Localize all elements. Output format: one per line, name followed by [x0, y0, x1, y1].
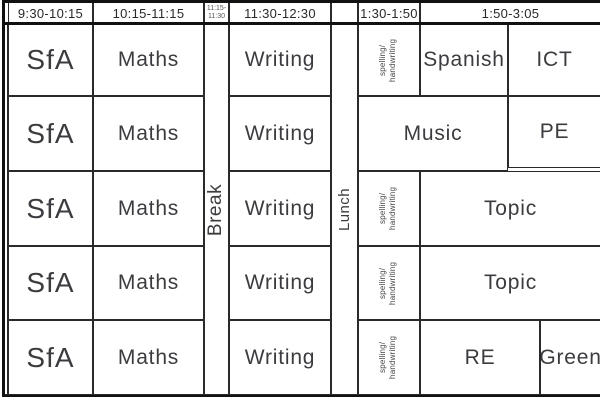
spelling-handwriting-label: spelling/ handwriting — [378, 38, 398, 82]
spelling-handwriting-label: spelling/ handwriting — [378, 186, 398, 231]
header-timeslot: 9:30-10:15 — [8, 2, 93, 24]
subject-cell-music: Music — [358, 96, 508, 171]
sfa-cell: SfA — [8, 246, 93, 320]
header-timeslot: 11:30-12:30 — [229, 2, 331, 24]
spelling-handwriting-cell: spelling/ handwriting — [358, 171, 420, 246]
spelling-handwriting-cell: spelling/ handwriting — [358, 246, 420, 320]
table-bottom-border — [2, 394, 600, 397]
writing-cell: Writing — [229, 24, 331, 96]
header-timeslot: 1:50-3:05 — [420, 2, 600, 24]
subject-cell-topic: Topic — [420, 246, 600, 320]
subject-cell-ict: ICT — [508, 24, 600, 96]
subject-cell-topic: Topic — [420, 171, 600, 246]
subject-cell-spanish: Spanish — [420, 24, 508, 96]
spelling-handwriting-label: spelling/ handwriting — [378, 335, 398, 380]
header-timeslot: 11:15- 11:30 — [204, 2, 229, 24]
lunch-column-cell: Lunch — [331, 24, 358, 395]
header-timeslot: 10:15-11:15 — [93, 2, 204, 24]
sfa-cell: SfA — [8, 171, 93, 246]
maths-cell: Maths — [93, 320, 204, 395]
sfa-cell: SfA — [8, 320, 93, 395]
header-timeslot-blank — [331, 2, 358, 24]
maths-cell: Maths — [93, 96, 204, 171]
writing-cell: Writing — [229, 246, 331, 320]
subject-cell-pe: PE — [508, 96, 600, 168]
break-label: Break — [205, 183, 227, 236]
table-top-border — [2, 0, 600, 3]
subject-cell-green: Green — [540, 320, 600, 395]
spelling-handwriting-cell: spelling/ handwriting — [358, 24, 420, 96]
writing-cell: Writing — [229, 320, 331, 395]
writing-cell: Writing — [229, 171, 331, 246]
header-bottom-border — [2, 22, 600, 25]
spelling-handwriting-cell: spelling/ handwriting — [358, 320, 420, 395]
maths-cell: Maths — [93, 171, 204, 246]
lunch-label: Lunch — [336, 188, 353, 231]
header-timeslot: 1:30-1:50 — [358, 2, 420, 24]
spelling-handwriting-label: spelling/ handwriting — [378, 261, 398, 305]
table-left-border — [2, 0, 5, 397]
break-column-cell: Break — [204, 24, 229, 395]
maths-cell: Maths — [93, 246, 204, 320]
sfa-cell: SfA — [8, 96, 93, 171]
maths-cell: Maths — [93, 24, 204, 96]
writing-cell: Writing — [229, 96, 331, 171]
subject-cell-re: RE — [420, 320, 540, 395]
sfa-cell: SfA — [8, 24, 93, 96]
